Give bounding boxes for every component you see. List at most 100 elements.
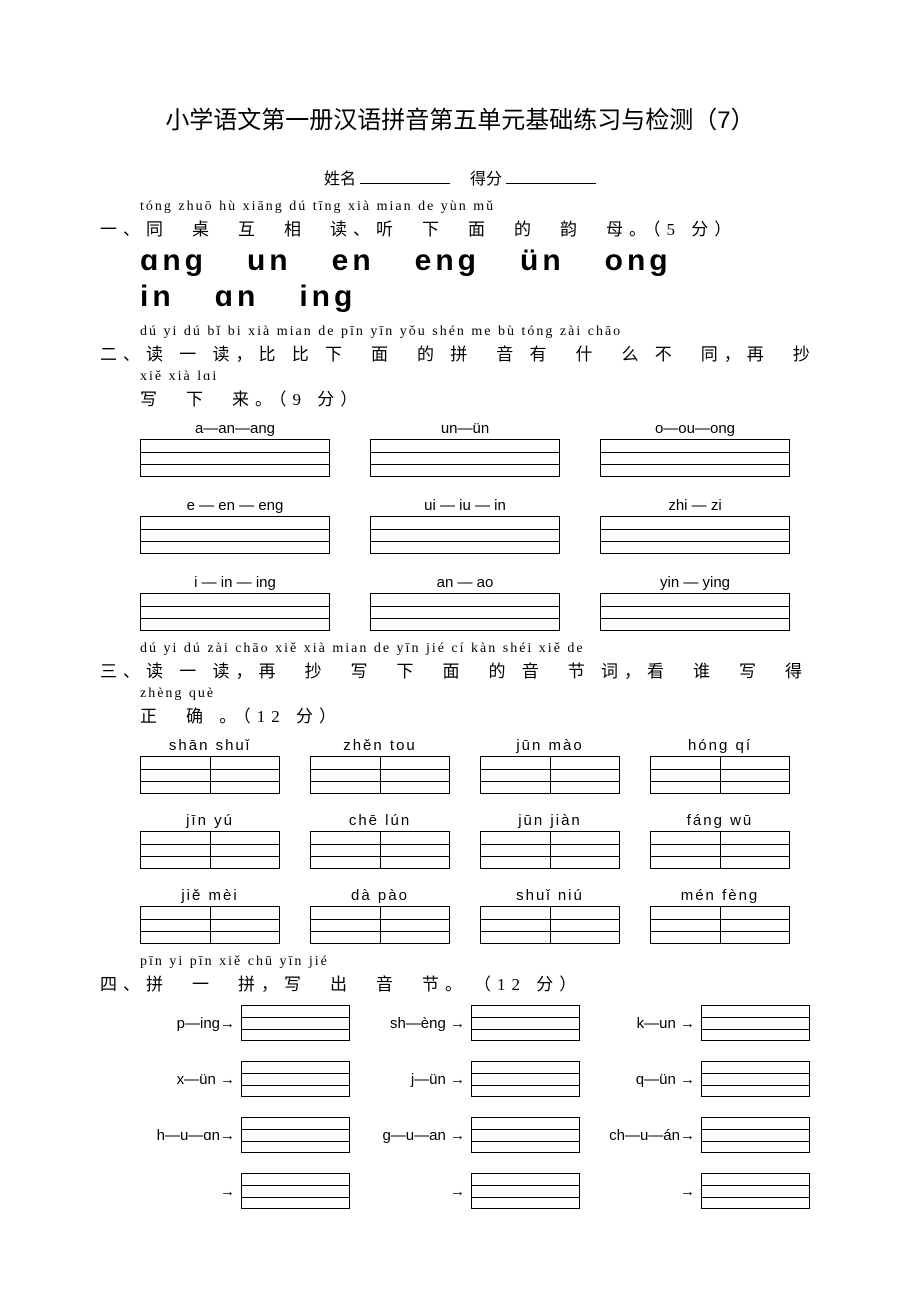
q3-cell: jīn yú	[140, 812, 280, 869]
writing-box[interactable]	[701, 1005, 810, 1041]
q2-cell-label: i — in — ing	[140, 574, 330, 591]
writing-box[interactable]	[370, 593, 560, 631]
q3-cell: shān shuǐ	[140, 737, 280, 794]
two-syllable-box[interactable]	[650, 831, 790, 869]
q3-word-label: zhěn tou	[310, 737, 450, 754]
two-syllable-box[interactable]	[140, 906, 280, 944]
q1-vowels-row2: inɑning	[140, 280, 820, 314]
two-syllable-box[interactable]	[650, 756, 790, 794]
q3-word-label: hóng qí	[650, 737, 790, 754]
writing-box[interactable]	[370, 516, 560, 554]
q3-pinyin-2: zhèng què	[140, 686, 820, 702]
q3-cell: fáng wū	[650, 812, 790, 869]
q3-pinyin: dú yi dú zài chāo xiě xià mian de yīn ji…	[140, 641, 820, 657]
writing-box[interactable]	[370, 439, 560, 477]
q3-word-label: jiě mèi	[140, 887, 280, 904]
q3-word-label: chē lún	[310, 812, 450, 829]
vowel-item: ong	[605, 244, 672, 278]
q3-cell: jūn mào	[480, 737, 620, 794]
q4-combo-label: q—ün →	[600, 1071, 695, 1088]
q1-hanzi: 一、同 桌 互 相 读、听 下 面 的 韵 母。（5 分）	[100, 215, 820, 240]
q4-row: h—u—ɑn→	[140, 1117, 350, 1153]
writing-box[interactable]	[241, 1005, 350, 1041]
writing-box[interactable]	[140, 593, 330, 631]
vowel-item: ɑng	[140, 244, 207, 278]
q2-cell-label: un—ün	[370, 420, 560, 437]
q2-cell: an — ao	[370, 574, 560, 631]
two-syllable-box[interactable]	[480, 831, 620, 869]
writing-box[interactable]	[471, 1061, 580, 1097]
two-syllable-box[interactable]	[310, 756, 450, 794]
q4-row: ch—u—án→	[600, 1117, 810, 1153]
q4-combo-label: p—ing→	[140, 1015, 235, 1032]
writing-box[interactable]	[471, 1005, 580, 1041]
q2-cell: a—an—ang	[140, 420, 330, 477]
page-title: 小学语文第一册汉语拼音第五单元基础练习与检测（7）	[100, 100, 820, 135]
score-blank[interactable]	[506, 167, 596, 184]
q4-combo-label: →	[370, 1183, 465, 1200]
writing-box[interactable]	[600, 593, 790, 631]
q4-row: j—ün →	[370, 1061, 580, 1097]
q2-cell: yin — ying	[600, 574, 790, 631]
q2-cell: e — en — eng	[140, 497, 330, 554]
question-1: tóng zhuō hù xiāng dú tīng xià mian de y…	[100, 199, 820, 314]
q4-combo-label: k—un →	[600, 1015, 695, 1032]
q4-pinyin: pīn yi pīn xiě chū yīn jié	[140, 954, 820, 970]
writing-box[interactable]	[471, 1173, 580, 1209]
vowel-item: ing	[299, 280, 356, 314]
q4-row: →	[600, 1173, 810, 1209]
q3-hanzi: 三、读 一 读，再 抄 写 下 面 的 音 节 词，看 谁 写 得	[100, 657, 820, 682]
q1-pinyin: tóng zhuō hù xiāng dú tīng xià mian de y…	[140, 199, 820, 215]
q4-grid: p—ing→ sh—èng → k—un → x—ün → j—ün → q—ün → h—…	[140, 1005, 820, 1209]
two-syllable-box[interactable]	[480, 906, 620, 944]
q3-cell: chē lún	[310, 812, 450, 869]
writing-box[interactable]	[600, 439, 790, 477]
writing-box[interactable]	[701, 1173, 810, 1209]
name-blank[interactable]	[360, 167, 450, 184]
writing-box[interactable]	[471, 1117, 580, 1153]
q3-word-label: dà pào	[310, 887, 450, 904]
q4-combo-label: ch—u—án→	[600, 1127, 695, 1144]
two-syllable-box[interactable]	[310, 906, 450, 944]
two-syllable-box[interactable]	[140, 756, 280, 794]
q2-hanzi: 二、读 一 读，比 比 下 面 的 拼 音 有 什 么 不 同，再 抄	[100, 340, 820, 365]
q3-word-label: jīn yú	[140, 812, 280, 829]
q2-cell-label: o—ou—ong	[600, 420, 790, 437]
writing-box[interactable]	[701, 1117, 810, 1153]
q2-cell: o—ou—ong	[600, 420, 790, 477]
q2-cell-label: an — ao	[370, 574, 560, 591]
q2-cell-label: ui — iu — in	[370, 497, 560, 514]
writing-box[interactable]	[241, 1117, 350, 1153]
q2-cell-label: a—an—ang	[140, 420, 330, 437]
two-syllable-box[interactable]	[140, 831, 280, 869]
q2-cell-label: yin — ying	[600, 574, 790, 591]
writing-box[interactable]	[241, 1061, 350, 1097]
q2-hanzi-2: 写 下 来。（9 分）	[140, 385, 820, 410]
q2-cell: zhi — zi	[600, 497, 790, 554]
question-3: dú yi dú zài chāo xiě xià mian de yīn ji…	[100, 641, 820, 944]
q3-cell: hóng qí	[650, 737, 790, 794]
writing-box[interactable]	[140, 439, 330, 477]
q2-cell: i — in — ing	[140, 574, 330, 631]
two-syllable-box[interactable]	[650, 906, 790, 944]
two-syllable-box[interactable]	[310, 831, 450, 869]
q3-cell: zhěn tou	[310, 737, 450, 794]
writing-box[interactable]	[241, 1173, 350, 1209]
score-label: 得分	[470, 171, 502, 188]
writing-box[interactable]	[701, 1061, 810, 1097]
name-score-line: 姓名 得分	[100, 165, 820, 189]
q2-grid: a—an—ang un—ün o—ou—ong e — en — eng ui — iu…	[140, 420, 820, 631]
q4-combo-label: g—u—an →	[370, 1127, 465, 1144]
two-syllable-box[interactable]	[480, 756, 620, 794]
q4-row: k—un →	[600, 1005, 810, 1041]
name-label: 姓名	[324, 171, 356, 188]
q4-combo-label: sh—èng →	[370, 1015, 465, 1032]
q3-cell: dà pào	[310, 887, 450, 944]
q2-cell-label: e — en — eng	[140, 497, 330, 514]
q2-cell-label: zhi — zi	[600, 497, 790, 514]
q4-row: →	[370, 1173, 580, 1209]
q3-word-label: jūn jiàn	[480, 812, 620, 829]
q4-combo-label: x—ün →	[140, 1071, 235, 1088]
writing-box[interactable]	[600, 516, 790, 554]
writing-box[interactable]	[140, 516, 330, 554]
